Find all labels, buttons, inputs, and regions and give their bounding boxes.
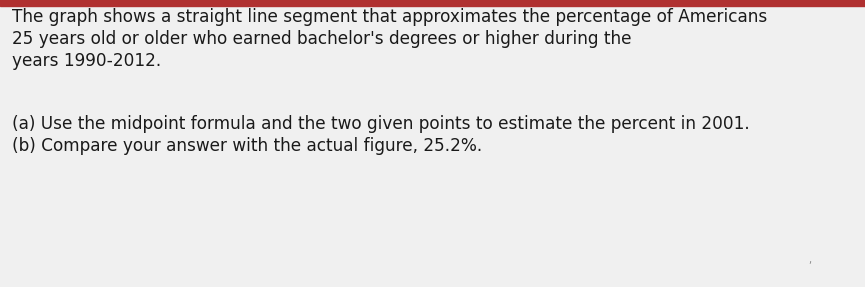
Text: The graph shows a straight line segment that approximates the percentage of Amer: The graph shows a straight line segment … [12,8,767,26]
Text: 25 years old or older who earned bachelor's degrees or higher during the: 25 years old or older who earned bachelo… [12,30,631,48]
Bar [0,0,865,6]
Text: ,: , [808,255,811,265]
Text: (b) Compare your answer with the actual figure, 25.2%.: (b) Compare your answer with the actual … [12,137,483,155]
Text: (a) Use the midpoint formula and the two given points to estimate the percent in: (a) Use the midpoint formula and the two… [12,115,750,133]
Text: years 1990-2012.: years 1990-2012. [12,52,161,70]
